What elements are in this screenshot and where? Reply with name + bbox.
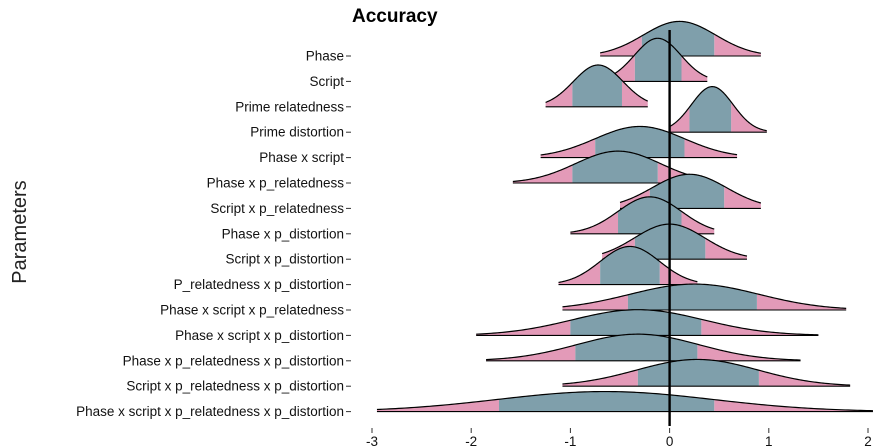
ridge	[562, 283, 847, 311]
ridge-tail-right	[714, 399, 873, 412]
y-tick-label: Phase x script	[259, 150, 344, 165]
ridge	[545, 64, 649, 108]
ridge	[669, 85, 767, 133]
x-axis: -3 -2 -1 0 1 2	[366, 428, 872, 448]
ridge-outline	[619, 173, 762, 204]
y-tick-label: Phase x p_relatedness	[207, 176, 345, 191]
ridge-outline	[669, 85, 767, 132]
chart-title: Accuracy	[352, 6, 438, 27]
ridges-group	[376, 20, 873, 413]
ridge-outline	[540, 125, 738, 156]
ridge	[540, 125, 738, 159]
y-tick-labels: Phase Script Prime relatedness Prime distor…	[76, 49, 351, 419]
y-tick-label: Script	[309, 74, 344, 89]
y-tick-label: Phase x p_relatedness x p_distortion	[123, 353, 344, 368]
ridge-outline	[601, 223, 748, 257]
ridge-outline	[562, 358, 851, 386]
ridge	[600, 20, 761, 57]
ridge-tail-left	[558, 261, 601, 285]
ridge-tail-right	[697, 344, 801, 361]
ridge	[562, 358, 851, 387]
ridge-interval-fill	[689, 86, 732, 133]
y-tick-label: Phase x script x p_relatedness	[160, 303, 344, 318]
x-tick-label: 1	[765, 434, 773, 448]
y-tick-label: Script x p_relatedness	[210, 201, 344, 216]
y-tick-label: Phase	[306, 49, 344, 64]
ridge	[376, 390, 873, 413]
x-tick-label: 2	[864, 434, 872, 448]
y-tick-label: Phase x script x p_distortion	[175, 328, 344, 343]
ridge-tail-right	[659, 261, 698, 285]
ridge-outline	[570, 196, 715, 233]
ridge-tail-right	[701, 319, 819, 336]
ridge-tail-left	[605, 54, 635, 82]
y-tick-label: Script x p_relatedness x p_distortion	[126, 379, 344, 394]
ridge-tail-left	[570, 211, 619, 234]
ridge-interval-fill	[572, 151, 658, 183]
ridge-interval-fill	[575, 334, 698, 361]
ridge-tail-left	[545, 82, 573, 107]
ridge-interval-fill	[595, 126, 685, 158]
ridge-interval-fill	[649, 174, 725, 209]
ridge-tail-left	[486, 345, 576, 361]
ridge-interval-fill	[600, 246, 660, 285]
y-tick-label: Script x p_distortion	[225, 252, 344, 267]
ridge-tail-right	[731, 101, 767, 133]
ridge-tail-left	[476, 320, 571, 336]
y-tick-label: Phase x script x p_relatedness x p_disto…	[76, 404, 344, 419]
ridge-outline	[558, 245, 698, 284]
ridge-outline	[562, 283, 847, 309]
ridge	[486, 333, 801, 362]
x-tick-label: -3	[366, 434, 378, 448]
ridge-tail-left	[512, 165, 573, 183]
ridge-outline	[486, 333, 801, 361]
ridge-outline	[600, 20, 761, 54]
y-tick-label: P_relatedness x p_distortion	[174, 277, 344, 292]
ridge-interval-fill	[498, 391, 715, 412]
ridge-tail-left	[376, 399, 499, 412]
ridge-interval-fill	[572, 65, 622, 107]
ridge-interval-fill	[570, 309, 702, 336]
x-tick-label: 0	[666, 434, 674, 448]
ridge-outline	[545, 64, 649, 103]
y-tick-label: Prime distortion	[250, 125, 344, 140]
ridge-tail-right	[714, 34, 761, 56]
x-tick-label: -2	[465, 434, 477, 448]
ridge-tail-right	[758, 370, 851, 387]
ridge	[619, 173, 762, 209]
y-tick-label: Prime relatedness	[235, 99, 344, 114]
ridge-interval-fill	[627, 284, 757, 310]
ridge-outline	[376, 390, 873, 412]
ridge-tail-right	[756, 293, 847, 310]
y-axis-label: Parameters	[9, 180, 31, 283]
x-tick-label: -1	[564, 434, 576, 448]
ridge-outline	[604, 37, 708, 79]
ridge-tail-right	[681, 55, 708, 82]
ridge-outline	[476, 309, 819, 336]
y-tick-label: Phase x p_distortion	[222, 226, 344, 241]
ridge	[476, 309, 819, 336]
ridge-interval-fill	[637, 359, 759, 387]
